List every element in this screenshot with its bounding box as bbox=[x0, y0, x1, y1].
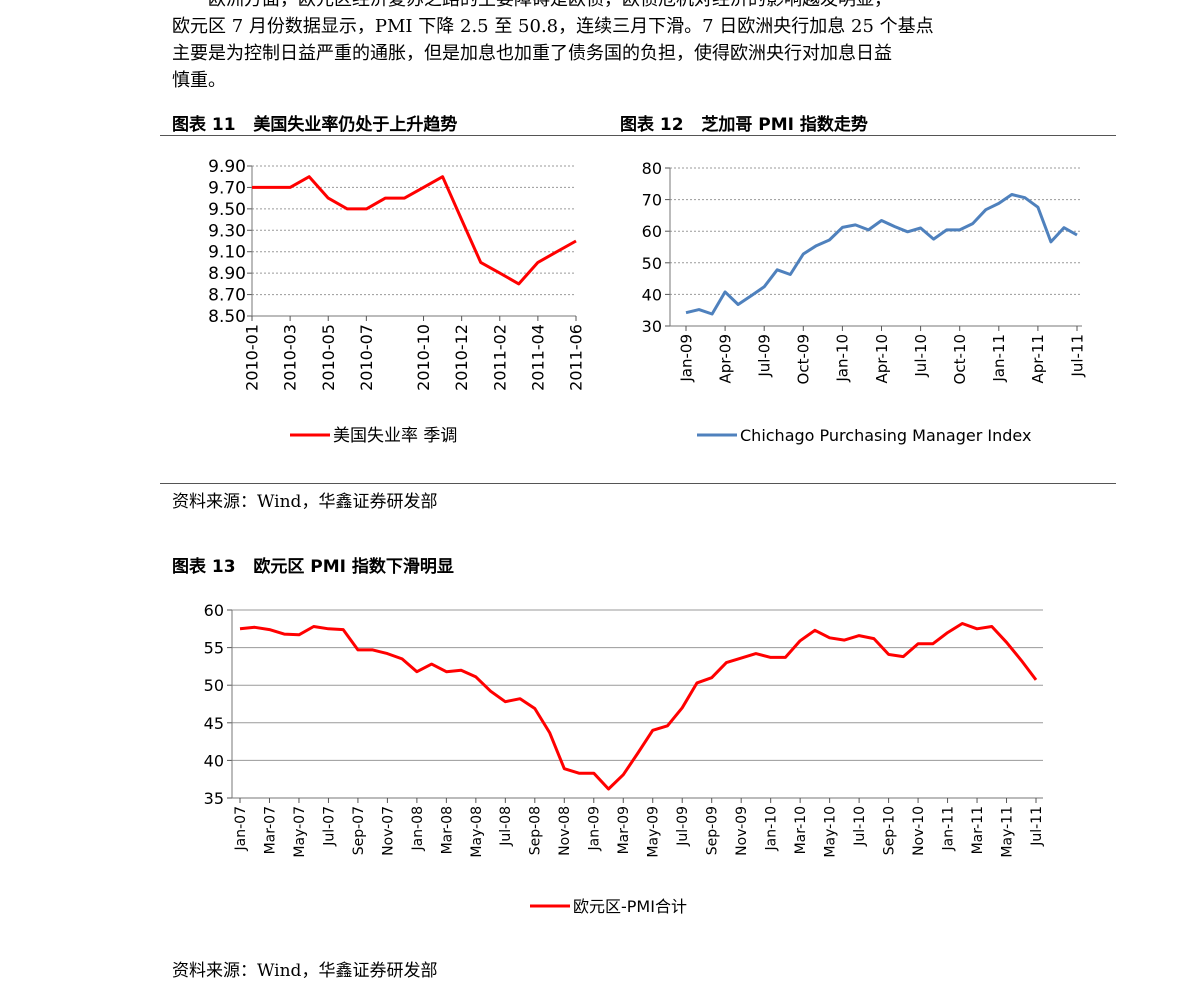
source-note-1: 资料来源：Wind，华鑫证券研发部 bbox=[172, 492, 438, 512]
y-tick-label: 50 bbox=[642, 254, 662, 273]
x-tick-label: Jan-07 bbox=[233, 806, 249, 851]
x-tick-label: Mar-10 bbox=[793, 806, 809, 854]
x-tick-label: 2011-06 bbox=[567, 324, 586, 391]
x-tick-label: Jan-11 bbox=[990, 334, 1008, 383]
y-tick-label: 9.10 bbox=[208, 243, 246, 263]
figure-12-number: 图表 12 bbox=[620, 115, 684, 135]
x-tick-label: May-07 bbox=[292, 806, 308, 858]
x-tick-label: 2011-02 bbox=[490, 324, 509, 391]
x-tick-label: 2010-05 bbox=[319, 324, 338, 391]
y-tick-label: 30 bbox=[642, 317, 662, 336]
x-tick-label: Sep-07 bbox=[351, 806, 367, 855]
x-tick-label: Apr-09 bbox=[716, 334, 734, 384]
figure-bottom-rule bbox=[160, 483, 1116, 484]
series-line bbox=[685, 193, 1078, 316]
figure-13-caption: 图表 13 欧元区 PMI 指数下滑明显 bbox=[172, 552, 454, 577]
figure-11-caption: 图表 11 美国失业率仍处于上升趋势 bbox=[172, 110, 457, 135]
y-tick-label: 8.70 bbox=[208, 286, 246, 306]
x-tick-label: May-08 bbox=[469, 806, 485, 858]
x-tick-label: 2010-12 bbox=[452, 324, 471, 391]
x-tick-label: Jan-09 bbox=[677, 334, 695, 383]
body-paragraph: 欧洲方面，欧元区经济复苏之路的主要障碍是欧债，欧债危机对经济的影响越发明显， 欧… bbox=[172, 0, 1022, 94]
figure-top-rule bbox=[160, 135, 1116, 136]
x-tick-label: 2010-10 bbox=[414, 324, 433, 391]
x-tick-label: May-11 bbox=[999, 806, 1015, 858]
x-tick-label: Sep-09 bbox=[705, 806, 721, 855]
x-tick-label: Jul-11 bbox=[1029, 806, 1045, 847]
x-tick-label: May-09 bbox=[646, 806, 662, 858]
x-tick-label: Jul-11 bbox=[1068, 334, 1086, 378]
y-tick-label: 80 bbox=[642, 159, 662, 178]
x-tick-label: Mar-11 bbox=[970, 806, 986, 854]
legend-label: 美国失业率 季调 bbox=[333, 426, 457, 446]
y-tick-label: 9.30 bbox=[208, 221, 246, 241]
paragraph-line: 欧元区 7 月份数据显示，PMI 下降 2.5 至 50.8，连续三月下滑。7 … bbox=[172, 16, 934, 37]
x-tick-label: Jul-07 bbox=[321, 806, 337, 847]
paragraph-line: 慎重。 bbox=[172, 70, 226, 91]
x-tick-label: May-10 bbox=[823, 806, 839, 858]
figure-12-caption: 图表 12 芝加哥 PMI 指数走势 bbox=[620, 110, 868, 135]
x-tick-label: Mar-07 bbox=[262, 806, 278, 854]
legend-label: Chichago Purchasing Manager Index bbox=[740, 426, 1031, 445]
figure-11-title: 美国失业率仍处于上升趋势 bbox=[253, 115, 458, 135]
x-tick-label: Jan-08 bbox=[410, 806, 426, 851]
y-tick-label: 40 bbox=[642, 285, 662, 304]
y-tick-label: 45 bbox=[204, 714, 224, 733]
x-tick-label: Apr-11 bbox=[1029, 334, 1047, 384]
x-tick-label: 2010-01 bbox=[243, 324, 262, 391]
y-tick-label: 35 bbox=[204, 789, 224, 808]
x-tick-label: Nov-08 bbox=[557, 806, 573, 856]
y-tick-label: 9.50 bbox=[208, 200, 246, 220]
figure-12-title: 芝加哥 PMI 指数走势 bbox=[701, 115, 868, 135]
series-line bbox=[252, 175, 577, 286]
paragraph-line: 主要是为控制日益严重的通胀，但是加息也加重了债务国的负担，使得欧洲央行对加息日益 bbox=[172, 43, 892, 64]
y-tick-label: 40 bbox=[204, 751, 224, 770]
x-tick-label: Apr-10 bbox=[873, 334, 891, 384]
source-note-2: 资料来源：Wind，华鑫证券研发部 bbox=[172, 961, 438, 981]
figure-13-title: 欧元区 PMI 指数下滑明显 bbox=[253, 557, 454, 577]
x-tick-label: Jul-10 bbox=[852, 806, 868, 847]
y-tick-label: 9.90 bbox=[208, 157, 246, 177]
figure-11-number: 图表 11 bbox=[172, 115, 236, 135]
y-tick-label: 8.90 bbox=[208, 264, 246, 284]
y-tick-label: 70 bbox=[642, 191, 662, 210]
series-line bbox=[239, 622, 1038, 791]
x-tick-label: Nov-10 bbox=[911, 806, 927, 856]
legend-label: 欧元区-PMI合计 bbox=[573, 897, 687, 916]
x-tick-label: Jul-09 bbox=[675, 806, 691, 847]
x-tick-label: Oct-09 bbox=[795, 334, 813, 384]
x-tick-label: Sep-08 bbox=[528, 806, 544, 855]
x-tick-label: 2010-07 bbox=[357, 324, 376, 391]
y-tick-label: 60 bbox=[642, 222, 662, 241]
x-tick-label: 2011-04 bbox=[528, 324, 547, 391]
x-tick-label: Jul-08 bbox=[498, 806, 514, 847]
x-tick-label: Jul-10 bbox=[912, 334, 930, 378]
x-tick-label: Jan-09 bbox=[587, 806, 603, 851]
y-tick-label: 55 bbox=[204, 639, 224, 658]
x-tick-label: Mar-08 bbox=[439, 806, 455, 854]
x-tick-label: Mar-09 bbox=[616, 806, 632, 854]
y-tick-label: 60 bbox=[204, 601, 224, 620]
x-tick-label: Sep-10 bbox=[881, 806, 897, 855]
y-tick-label: 9.70 bbox=[208, 178, 246, 198]
paragraph-line: 欧洲方面，欧元区经济复苏之路的主要障碍是欧债，欧债危机对经济的影响越发明显， bbox=[172, 0, 1022, 13]
x-tick-label: Jan-11 bbox=[940, 806, 956, 851]
y-tick-label: 50 bbox=[204, 676, 224, 695]
x-tick-label: 2010-03 bbox=[281, 324, 300, 391]
x-tick-label: Jul-09 bbox=[755, 334, 773, 378]
x-tick-label: Nov-07 bbox=[380, 806, 396, 856]
x-tick-label: Jan-10 bbox=[764, 806, 780, 851]
x-tick-label: Jan-10 bbox=[834, 334, 852, 383]
x-tick-label: Nov-09 bbox=[734, 806, 750, 856]
y-tick-label: 8.50 bbox=[208, 307, 246, 327]
figure-13-number: 图表 13 bbox=[172, 557, 236, 577]
x-tick-label: Oct-10 bbox=[951, 334, 969, 384]
